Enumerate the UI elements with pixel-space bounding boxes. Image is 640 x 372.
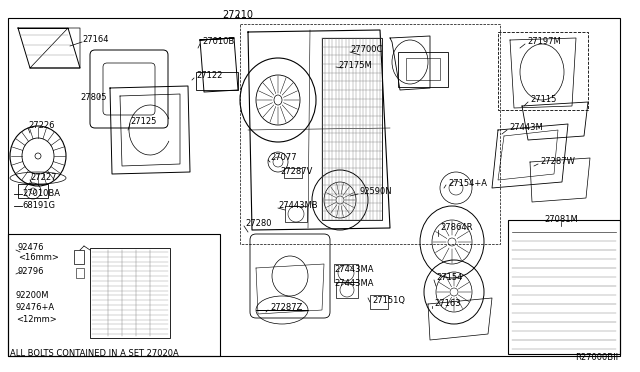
Bar <box>336 282 358 298</box>
Text: R27000BII: R27000BII <box>575 353 618 362</box>
Text: 92476+A: 92476+A <box>16 302 55 311</box>
Bar <box>406 58 440 80</box>
Bar <box>90 248 170 338</box>
Text: 92476: 92476 <box>18 244 45 253</box>
Text: 92590N: 92590N <box>360 187 392 196</box>
Bar <box>284 168 302 178</box>
Bar <box>370 295 388 309</box>
Text: ALL BOLTS CONTAINED IN A SET 27020A: ALL BOLTS CONTAINED IN A SET 27020A <box>10 349 179 357</box>
Text: 27443MA: 27443MA <box>334 266 374 275</box>
Bar <box>240 24 500 244</box>
Text: 27164: 27164 <box>82 35 109 45</box>
Text: 27115: 27115 <box>530 96 556 105</box>
Text: 27443MA: 27443MA <box>334 279 374 289</box>
Text: <12mm>: <12mm> <box>16 314 57 324</box>
Text: 27226: 27226 <box>28 122 54 131</box>
Bar <box>74 250 84 264</box>
Text: 27805: 27805 <box>80 93 106 103</box>
Text: 27151Q: 27151Q <box>372 295 405 305</box>
Text: 27287W: 27287W <box>540 157 575 167</box>
Bar <box>322 38 382 220</box>
Text: 27163: 27163 <box>434 299 461 308</box>
Text: 27077: 27077 <box>270 154 296 163</box>
Text: 27864R: 27864R <box>440 224 472 232</box>
Text: 27125: 27125 <box>130 118 156 126</box>
Text: 27010BA: 27010BA <box>22 189 60 199</box>
Text: 92796: 92796 <box>18 267 45 276</box>
Text: 27010B: 27010B <box>202 38 234 46</box>
Bar <box>18 184 48 198</box>
Text: 27175M: 27175M <box>338 61 372 70</box>
Text: 27287Z: 27287Z <box>270 304 302 312</box>
Bar <box>76 268 84 278</box>
Bar <box>285 206 307 222</box>
Text: 27154+A: 27154+A <box>448 179 487 187</box>
Text: 27443MB: 27443MB <box>278 202 317 211</box>
Bar <box>8 234 220 356</box>
Bar <box>508 220 620 354</box>
Text: 27287V: 27287V <box>280 167 312 176</box>
Bar <box>498 32 588 110</box>
Bar <box>398 52 448 87</box>
Bar <box>334 264 358 282</box>
Text: 27227: 27227 <box>30 173 56 183</box>
Text: 27700C: 27700C <box>350 45 382 55</box>
Bar <box>196 72 238 90</box>
Text: 27210: 27210 <box>223 10 253 20</box>
Text: 27443M: 27443M <box>509 124 543 132</box>
Text: 27197M: 27197M <box>527 38 561 46</box>
Text: 27154: 27154 <box>436 273 462 282</box>
Text: 27280: 27280 <box>245 219 271 228</box>
Text: 92200M: 92200M <box>16 291 49 299</box>
Text: 68191G: 68191G <box>22 202 55 211</box>
Text: <16mm>: <16mm> <box>18 253 59 263</box>
Text: 27122: 27122 <box>196 71 222 80</box>
Text: 27081M: 27081M <box>544 215 578 224</box>
